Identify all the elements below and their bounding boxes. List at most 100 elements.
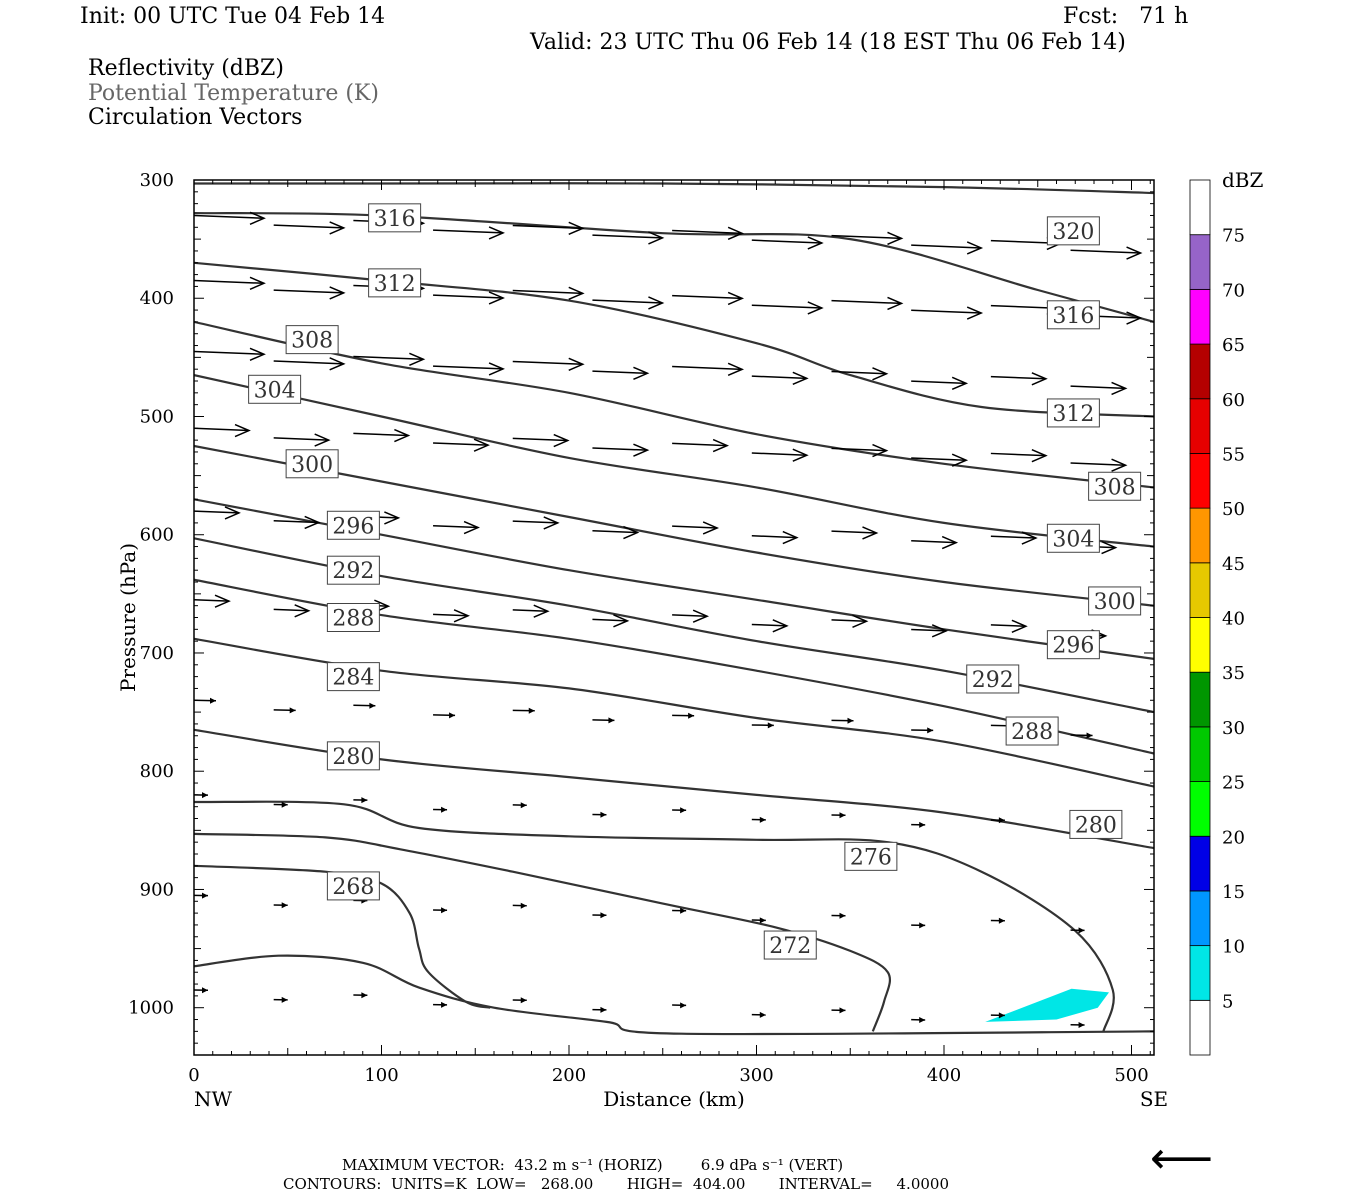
vector-head	[369, 702, 376, 709]
vector-head	[1111, 458, 1128, 472]
theta-contour	[194, 832, 892, 1032]
circulation-vector	[512, 224, 583, 230]
vector-head	[294, 604, 311, 618]
vector-head	[919, 922, 926, 929]
contour-label: 308	[291, 329, 333, 354]
circulation-vector	[990, 624, 1026, 628]
vector-head	[727, 291, 745, 306]
y-tick-label: 600	[140, 525, 174, 546]
x-tick-label: 200	[552, 1065, 586, 1086]
contour-label: 288	[332, 607, 374, 632]
vector-head	[568, 357, 585, 371]
vector-head	[249, 276, 266, 290]
vector-head	[568, 221, 585, 236]
vector-head	[289, 707, 296, 714]
vector-head	[998, 917, 1005, 924]
circulation-vector	[433, 294, 504, 299]
vector-head	[792, 371, 809, 386]
vector-head	[1126, 311, 1143, 325]
vector-head	[409, 352, 426, 366]
contour-label: 292	[972, 668, 1014, 693]
circulation-vector	[512, 289, 583, 295]
y-tick-label: 800	[140, 761, 174, 782]
vector-head	[782, 530, 799, 545]
circulation-vector	[433, 442, 489, 446]
circulation-vector	[1070, 249, 1141, 254]
vector-head	[234, 423, 251, 438]
max-vector-info: MAXIMUM VECTOR: 43.2 m s⁻¹ (HORIZ) 6.9 d…	[342, 1156, 844, 1174]
vector-head	[441, 1001, 448, 1008]
circulation-vector	[911, 540, 957, 544]
theta-contour	[194, 954, 1154, 1036]
contour-label: 272	[769, 934, 811, 959]
forecast-hour: Fcst: 71 h	[1063, 4, 1189, 29]
circulation-vector	[831, 370, 887, 375]
vector-head	[488, 362, 505, 376]
colorbar-label: 75	[1222, 226, 1245, 247]
colorbar-label: 30	[1222, 718, 1245, 739]
vector-head	[520, 997, 527, 1004]
y-tick-label: 400	[140, 288, 174, 309]
vector-head	[633, 443, 650, 457]
theta-contour	[194, 182, 1154, 195]
circulation-vector	[512, 360, 583, 366]
x-tick-label: 400	[927, 1065, 961, 1086]
vector-head	[453, 609, 470, 623]
colorbar-swatch	[1189, 507, 1211, 564]
contour-label-box	[1069, 809, 1123, 839]
se-label: SE	[1140, 1087, 1168, 1111]
circulation-vector	[672, 229, 743, 235]
vector-head	[767, 722, 774, 729]
y-tick-label: 900	[140, 879, 174, 900]
contour-label-box	[966, 664, 1020, 694]
circulation-vector	[592, 447, 648, 451]
circulation-vector	[194, 214, 265, 220]
vector-head	[772, 619, 789, 633]
colorbar-swatch	[1189, 288, 1211, 345]
vector-head	[600, 811, 607, 818]
contour-label-box	[326, 510, 380, 540]
circulation-vector	[911, 309, 982, 314]
contour-label: 296	[332, 514, 374, 539]
vector-head	[473, 438, 490, 452]
colorbar-swatch	[1189, 726, 1211, 782]
circulation-vector	[353, 432, 409, 437]
contour-label: 312	[374, 272, 416, 297]
x-axis-label: Distance (km)	[603, 1087, 745, 1111]
circulation-vector	[672, 365, 743, 371]
vector-head	[648, 231, 665, 245]
circulation-vector	[751, 623, 787, 627]
vector-head	[600, 912, 607, 919]
vector-head	[1111, 381, 1128, 396]
colorbar-swatch	[1189, 562, 1211, 618]
vector-head	[712, 438, 730, 453]
contour-label-box	[368, 203, 422, 233]
vector-head	[680, 907, 687, 914]
contour-label-box	[326, 871, 380, 901]
vector-head	[281, 801, 288, 808]
contour-label: 312	[1052, 402, 1094, 427]
vector-head	[600, 1006, 607, 1013]
reflectivity-area	[985, 988, 1109, 1022]
circulation-vector	[592, 299, 663, 304]
vector-head	[224, 506, 241, 520]
circulation-vector	[273, 608, 309, 612]
colorbar-swatch	[1189, 234, 1211, 290]
circulation-vector	[273, 360, 344, 365]
colorbar-label: 15	[1222, 882, 1245, 903]
circulation-vector	[592, 529, 638, 534]
vector-head	[1011, 619, 1028, 633]
vector-head	[688, 712, 695, 719]
vector-head	[329, 286, 346, 300]
theta-contour	[194, 320, 1154, 489]
contour-label-box	[1046, 216, 1100, 246]
contour-label: 288	[1011, 720, 1053, 745]
contour-label-box	[248, 374, 302, 404]
vector-head	[862, 526, 879, 540]
circulation-vector	[194, 279, 265, 285]
colorbar-label: 50	[1222, 499, 1245, 520]
contour-label-box	[1046, 523, 1100, 553]
circulation-vector	[512, 437, 568, 442]
contour-label: 280	[332, 745, 374, 770]
contour-label-box	[1088, 586, 1142, 616]
